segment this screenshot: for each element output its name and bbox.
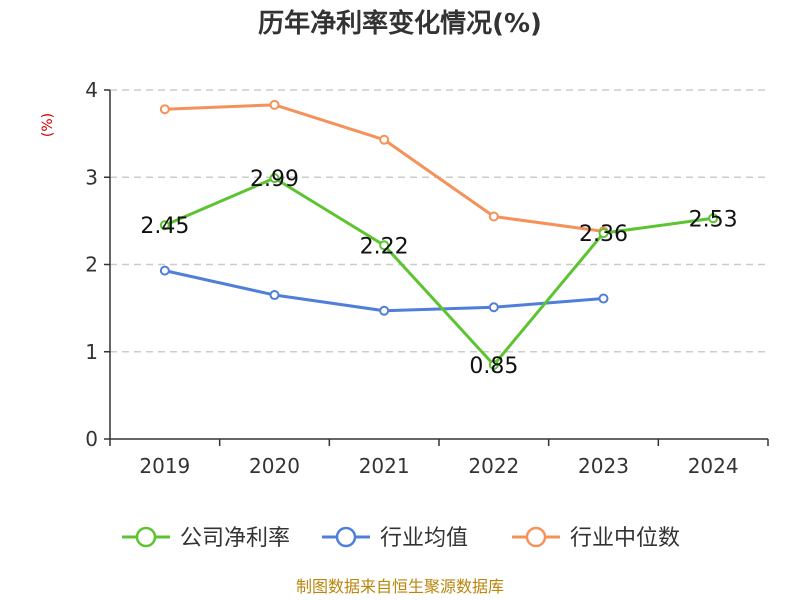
data-point bbox=[159, 220, 170, 231]
data-point bbox=[488, 211, 499, 222]
data-label: 0.85 bbox=[469, 354, 518, 379]
data-point bbox=[269, 99, 280, 110]
x-tick-label: 2019 bbox=[139, 454, 190, 478]
legend-label: 行业均值 bbox=[380, 526, 468, 551]
y-axis-unit-label: (%) bbox=[40, 113, 56, 137]
x-tick-label: 2021 bbox=[359, 454, 410, 478]
x-axis-ticks: 2019 2020 2021 2022 2023 2024 bbox=[109, 439, 769, 478]
data-point bbox=[708, 213, 719, 224]
data-label: 2.22 bbox=[360, 234, 409, 259]
data-point bbox=[269, 290, 280, 301]
x-tick-label: 2022 bbox=[468, 454, 519, 478]
data-point bbox=[159, 265, 170, 276]
x-tick-label: 2024 bbox=[688, 454, 739, 478]
y-tick-label: 0 bbox=[85, 427, 98, 451]
y-tick-label: 4 bbox=[85, 78, 98, 102]
x-tick-label: 2020 bbox=[249, 454, 300, 478]
y-tick-label: 2 bbox=[85, 253, 98, 277]
legend: 公司净利率 行业均值 行业中位数 bbox=[122, 526, 680, 551]
data-point bbox=[598, 293, 609, 304]
series-group bbox=[159, 99, 719, 370]
y-axis-ticks: 0 1 2 3 4 bbox=[85, 78, 110, 451]
data-point bbox=[159, 104, 170, 115]
chart-title: 历年净利率变化情况(%) bbox=[258, 8, 542, 39]
legend-label: 行业中位数 bbox=[570, 526, 680, 551]
legend-marker bbox=[525, 526, 547, 548]
data-label: 2.45 bbox=[140, 214, 189, 239]
legend-marker bbox=[135, 526, 157, 548]
data-labels: 2.45 2.99 2.22 0.85 2.36 2.53 bbox=[140, 167, 737, 379]
data-label: 2.53 bbox=[689, 207, 738, 232]
data-point bbox=[488, 302, 499, 313]
source-note: 制图数据来自恒生聚源数据库 bbox=[296, 577, 504, 596]
legend-label: 公司净利率 bbox=[180, 526, 290, 551]
data-label: 2.99 bbox=[250, 167, 299, 192]
y-tick-label: 1 bbox=[85, 340, 98, 364]
data-point bbox=[379, 240, 390, 251]
data-point bbox=[269, 173, 280, 184]
series-line-1 bbox=[164, 269, 604, 313]
data-point bbox=[598, 228, 609, 239]
data-point bbox=[488, 359, 499, 370]
x-tick-label: 2023 bbox=[578, 454, 629, 478]
data-point bbox=[379, 134, 390, 145]
legend-marker bbox=[335, 526, 357, 548]
data-label: 2.36 bbox=[579, 222, 628, 247]
series-line-2 bbox=[164, 103, 604, 233]
grid-lines bbox=[110, 89, 768, 353]
y-tick-label: 3 bbox=[85, 165, 98, 189]
series-line-0 bbox=[164, 176, 714, 367]
data-point bbox=[379, 305, 390, 316]
